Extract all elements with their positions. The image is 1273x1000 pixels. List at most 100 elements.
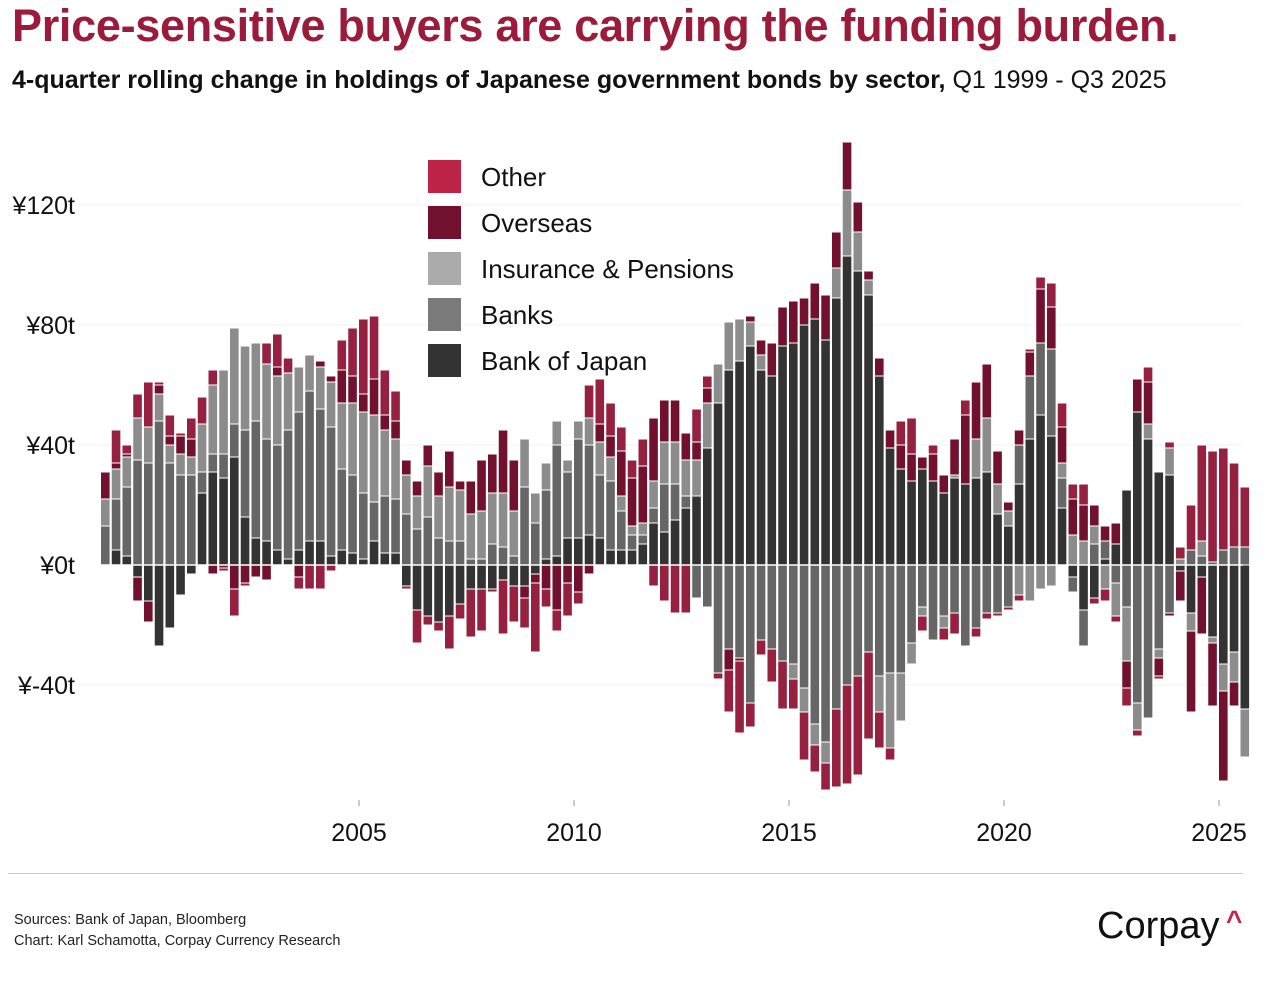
bar-segment-insurance-pensions [616, 495, 627, 512]
bar-segment-insurance-pensions [809, 723, 821, 746]
bar-segment-overseas [1132, 378, 1143, 413]
bar-segment-insurance-pensions [508, 510, 520, 557]
bar-segment-banks [1132, 564, 1143, 704]
bar-segment-insurance-pensions [712, 363, 724, 404]
bar-segment-banks [229, 423, 240, 458]
bar-segment-banks [723, 564, 735, 650]
bar-segment-overseas [239, 564, 251, 584]
bar-segment-overseas [1024, 351, 1036, 377]
bar-segment-bank-of-japan [1196, 564, 1208, 578]
bar-segment-bank-of-japan [519, 564, 530, 587]
bar-segment-banks [841, 564, 853, 686]
bar-segment-insurance-pensions [820, 741, 831, 764]
bar-segment-overseas [336, 369, 348, 404]
y-tick-label: ¥0t [39, 552, 75, 580]
bar-segment-insurance-pensions [358, 411, 369, 494]
bar-segment-other [1056, 402, 1068, 428]
bar-segment-other [519, 597, 530, 629]
bar-segment-insurance-pensions [325, 381, 337, 428]
bar-segment-other [1175, 546, 1186, 560]
bar-segment-overseas [820, 294, 831, 341]
bar-segment-other [1132, 729, 1143, 737]
bar-segment-banks [1218, 549, 1229, 566]
bar-segment-bank-of-japan [745, 345, 756, 566]
bar-segment-insurance-pensions [583, 417, 595, 446]
bar-segment-overseas [497, 429, 509, 494]
bar-segment-bank-of-japan [734, 360, 745, 566]
bar-segment-banks [573, 438, 584, 539]
bar-segment-other [465, 588, 477, 638]
bar-segment-banks [583, 444, 595, 536]
bar-segment-overseas [454, 480, 466, 491]
bar-segment-banks [1046, 348, 1057, 437]
bar-segment-banks [540, 489, 552, 560]
bar-segment-banks [1067, 576, 1079, 593]
bar-segment-insurance-pensions [1035, 564, 1046, 590]
bar-segment-bank-of-japan [1121, 489, 1132, 566]
bar-segment-bank-of-japan [874, 375, 885, 566]
bar-segment-bank-of-japan [573, 537, 584, 566]
bar-segment-overseas [1175, 570, 1186, 602]
bar-segment-overseas [519, 585, 530, 599]
bar-segment-banks [121, 486, 133, 557]
bar-segment-banks [1121, 564, 1132, 608]
bar-segment-bank-of-japan [960, 483, 971, 566]
bar-segment-other [1153, 675, 1165, 680]
bar-segment-overseas [433, 471, 444, 497]
bar-segment-banks [605, 480, 616, 551]
bar-segment-bank-of-japan [1067, 564, 1079, 578]
bar-segment-bank-of-japan [1218, 564, 1229, 665]
bar-segment-bank-of-japan [691, 495, 702, 566]
bar-segment-banks [1035, 342, 1046, 416]
bar-segment-other [702, 375, 713, 389]
bar-segment-bank-of-japan [132, 564, 143, 578]
bar-segment-bank-of-japan [487, 564, 498, 590]
bar-segment-other [594, 378, 606, 425]
bar-segment-other [196, 396, 208, 425]
bar-segment-bank-of-japan [594, 537, 606, 566]
bar-segment-insurance-pensions [153, 393, 165, 422]
legend: Other Overseas Insurance & Pensions Banks Ba… [428, 160, 734, 377]
bar-segment-insurance-pensions [476, 510, 487, 560]
bar-segment-banks [293, 411, 305, 551]
bar-segment-overseas [164, 435, 176, 446]
bar-segment-bank-of-japan [530, 564, 541, 575]
bar-segment-insurance-pensions [1132, 702, 1143, 731]
bar-segment-insurance-pensions [605, 456, 616, 482]
bar-segment-bank-of-japan [454, 564, 466, 605]
x-tick-label: 2025 [1191, 819, 1247, 847]
bar-segment-other [540, 588, 552, 608]
bar-segment-overseas [777, 306, 788, 347]
sources-note: Sources: Bank of Japan, Bloomberg [14, 912, 247, 928]
bar-segment-bank-of-japan [659, 531, 670, 566]
bar-segment-banks [637, 534, 649, 545]
bar-segment-banks [347, 474, 358, 554]
bar-segment-bank-of-japan [1035, 414, 1046, 566]
bar-segment-other [712, 672, 724, 680]
bar-segment-insurance-pensions [390, 438, 401, 500]
bar-segment-insurance-pensions [626, 525, 638, 536]
bar-segment-banks [1056, 477, 1068, 509]
bar-segment-bank-of-japan [401, 564, 412, 587]
bar-segment-other [1089, 597, 1100, 605]
bar-segment-banks [272, 444, 283, 551]
bar-segment-overseas [1078, 504, 1089, 542]
bar-segment-insurance-pensions [196, 423, 208, 473]
corpay-logo: Corpay [1097, 905, 1220, 947]
bar-segment-banks [1153, 564, 1165, 650]
bar-segment-banks [1185, 549, 1197, 566]
bar-segment-overseas [143, 600, 154, 623]
bar-segment-insurance-pensions [723, 321, 735, 371]
legend-swatch-overseas [428, 206, 461, 239]
x-tick-label: 2015 [761, 819, 817, 847]
bar-segment-banks [562, 471, 573, 539]
bar-segment-bank-of-japan [863, 294, 874, 566]
bar-segment-banks [734, 564, 745, 659]
bar-segment-other [927, 444, 939, 455]
bar-segment-bank-of-japan [788, 342, 799, 566]
bar-segment-overseas [906, 453, 917, 482]
bar-segment-insurance-pensions [970, 438, 982, 479]
bar-segment-banks [927, 564, 939, 641]
bar-segment-other [669, 564, 681, 614]
stacked-bar-chart: ¥120t¥80t¥40t¥0t¥-40t 2005 2010 2015 2020 20… [11, 141, 1251, 847]
